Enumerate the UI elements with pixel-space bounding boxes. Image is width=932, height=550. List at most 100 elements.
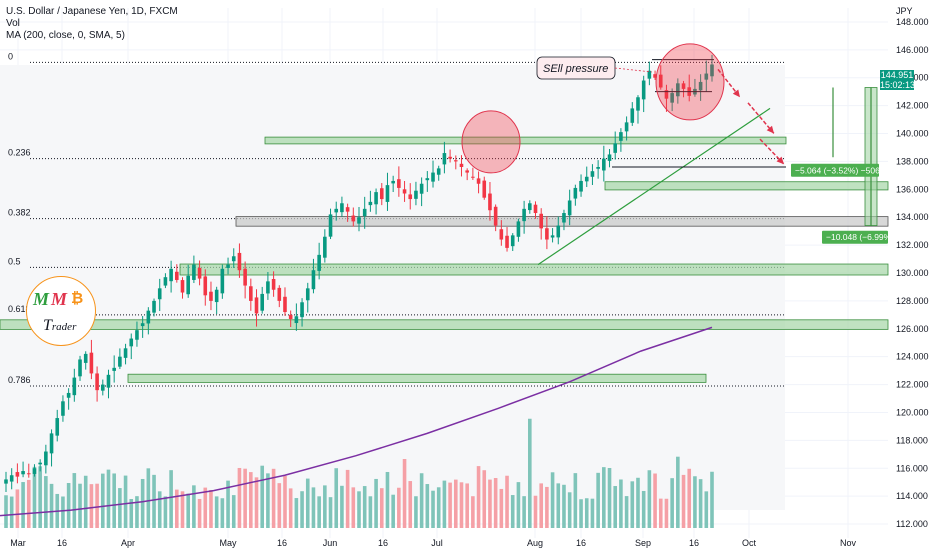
volume-bar [619,479,623,528]
measure-label: −10.048 (−6.99%) − [826,232,901,242]
volume-bar [231,495,236,528]
volume-bar [175,489,179,528]
volume-bar [345,469,350,528]
candle-body [44,451,48,466]
logo-m-red: M [51,289,68,309]
candles[interactable] [4,54,714,492]
candle-body [157,288,162,300]
candle-body [4,479,8,484]
candle-body [323,236,327,258]
ma200-line [0,326,713,517]
volume-bar [397,487,401,528]
projection-arrows [717,68,785,165]
zone-band [179,263,889,276]
volume-bar [32,466,37,528]
volume-bar [283,475,287,528]
volume-bar [573,473,578,528]
volume-bar [436,487,441,528]
y-tick-label: 132.000 [896,240,929,250]
volume-bar [334,468,339,528]
x-tick-label: Oct [742,538,757,548]
candle-body [180,280,185,293]
price-axis[interactable]: 112.000 114.000 116.000 118.000 120.000 122.0… [896,17,929,529]
volume-bar [72,473,77,528]
volume-bar [26,479,31,528]
candle-body [562,213,566,223]
candle-body [374,192,378,205]
candle-body [38,462,42,465]
volume-bar [61,496,65,528]
candle-body [317,254,321,271]
volume-bar [710,471,714,528]
candle-body [163,277,168,286]
candle-body [448,156,452,159]
candle-body [95,373,99,391]
time-axis[interactable]: Mar 16 Apr May 16 Jun 16 Jul Aug 16 Sep 16 Oct Nov [10,538,856,548]
candle-body [698,81,703,91]
y-tick-label: 114.000 [896,491,928,501]
volume-bar [288,488,293,528]
volume-bar [351,487,356,528]
volume-bar [510,495,515,528]
volume-bar [533,495,538,528]
volume-bar [203,487,208,528]
volume-bar [78,483,82,528]
volume-bar [311,487,316,528]
candle-body [300,302,304,318]
candle-body [129,338,134,347]
candle-body [465,170,469,173]
volume-bar [305,478,310,528]
volume-bar [391,494,395,528]
candle-body [624,122,629,132]
volume-bar [482,470,487,528]
volume-bar [237,467,242,528]
candle-body [579,180,583,192]
candle-body [135,330,139,340]
highlight-circle [461,110,521,174]
candle-body [584,176,589,182]
candle-body [106,374,111,388]
volume-bar [556,483,561,528]
volume-bar [254,477,259,528]
candle-body [476,178,481,184]
candle-body [231,256,236,262]
candle-body [425,178,430,181]
candle-body [550,235,555,238]
volume-bar [425,484,430,528]
x-tick-label: Mar [10,538,26,548]
y-tick-label: 116.000 [896,463,928,473]
volume-bar [676,456,680,528]
candle-body [220,268,225,294]
candle-body [710,64,714,77]
x-tick-label: 16 [689,538,699,548]
volume-bar [550,472,555,528]
y-tick-label: 118.000 [896,435,928,445]
mmb-trader-logo: M M ₿ Trader [26,276,96,346]
volume-bar [44,476,48,528]
y-tick-label: 120.000 [896,407,929,417]
volume-bar [243,468,247,528]
volume-bar [459,482,464,528]
candle-body [334,208,339,213]
candle-body [704,73,709,80]
volume-bar [192,485,196,528]
candle-body [539,213,543,229]
volume-bar [271,468,276,528]
candle-body [482,180,487,198]
candle-body [146,310,151,324]
candle-body [169,268,173,282]
zone-band [264,136,787,145]
volume-bar [636,477,640,528]
fib-levels: 0 0.236 0.382 0.5 0.618 0.786 [8,51,785,387]
y-tick-label: 140.000 [896,129,929,139]
logo-rader: rader [51,321,77,333]
y-tick-label: 128.000 [896,296,929,306]
volume-bar [687,468,692,528]
candle-body [545,228,549,240]
candle-body [391,180,395,184]
volume-bar [630,481,635,528]
candle-body [653,74,657,78]
volume-bar [100,473,105,528]
volume-bar [664,498,669,528]
